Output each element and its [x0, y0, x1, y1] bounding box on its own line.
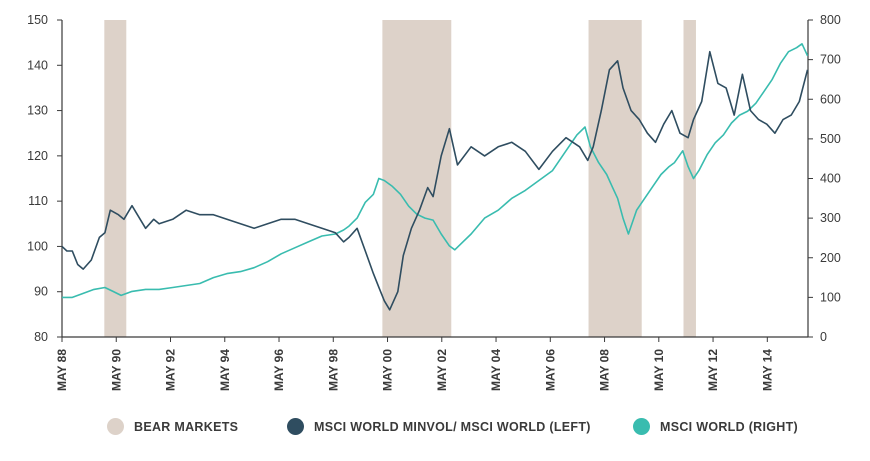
left-tick-label-100: 100 [27, 239, 48, 253]
axes [57, 19, 813, 342]
left-tick-label-150: 150 [27, 13, 48, 27]
bear-market-band-3 [683, 20, 696, 337]
bear-market-band-1 [382, 20, 452, 337]
left-tick-label-80: 80 [34, 330, 48, 344]
right-tick-label-200: 200 [820, 251, 841, 265]
chart-area: 80 90 100 110 120 130 140 150 0 100 200 300 400 500 60… [27, 13, 841, 391]
legend-label-msci-world: MSCI WORLD (RIGHT) [660, 419, 799, 434]
left-tick-label-90: 90 [34, 285, 48, 299]
left-tick-label-110: 110 [28, 194, 48, 208]
msci-world-swatch [633, 418, 650, 435]
right-tick-label-500: 500 [820, 132, 841, 146]
x-tick-label-10: MAY 08 [598, 349, 612, 391]
bear-markets-swatch [107, 418, 124, 435]
right-tick-label-100: 100 [820, 290, 841, 304]
left-tick-label-120: 120 [27, 149, 48, 163]
legend-item-bear-markets: BEAR MARKETS [107, 418, 238, 435]
x-tick-label-9: MAY 06 [543, 349, 557, 391]
right-tick-label-300: 300 [820, 211, 841, 225]
x-tick-label-1: MAY 90 [109, 349, 123, 391]
minvol-swatch [287, 418, 304, 435]
tick-labels: 80 90 100 110 120 130 140 150 0 100 200 300 400 500 60… [27, 13, 841, 391]
x-tick-label-4: MAY 96 [272, 349, 286, 391]
x-tick-label-7: MAY 02 [435, 349, 449, 391]
legend: BEAR MARKETS MSCI WORLD MINVOL/ MSCI WOR… [0, 418, 870, 448]
msci-world-line [62, 42, 809, 299]
left-tick-label-140: 140 [27, 58, 48, 72]
legend-label-minvol: MSCI WORLD MINVOL/ MSCI WORLD (LEFT) [314, 419, 591, 434]
x-tick-label-5: MAY 98 [326, 349, 340, 391]
right-tick-label-400: 400 [820, 172, 841, 186]
bear-market-band-0 [104, 20, 127, 337]
x-tick-label-0: MAY 88 [55, 349, 69, 391]
x-tick-label-13: MAY 14 [760, 349, 774, 391]
x-tick-label-6: MAY 00 [381, 349, 395, 391]
series-lines [61, 42, 809, 311]
left-tick-label-130: 130 [27, 104, 48, 118]
legend-item-minvol: MSCI WORLD MINVOL/ MSCI WORLD (LEFT) [287, 418, 591, 435]
x-tick-label-12: MAY 12 [706, 349, 720, 391]
x-tick-label-11: MAY 10 [652, 349, 666, 391]
minvol-line [61, 50, 809, 311]
legend-item-msci-world: MSCI WORLD (RIGHT) [633, 418, 798, 435]
right-tick-label-600: 600 [820, 92, 841, 106]
right-tick-label-700: 700 [820, 53, 841, 67]
x-tick-label-3: MAY 94 [218, 349, 232, 391]
x-tick-label-8: MAY 04 [489, 349, 503, 391]
bear-market-band-2 [588, 20, 642, 337]
bear-market-bands [104, 20, 696, 337]
legend-label-bear-markets: BEAR MARKETS [134, 419, 239, 434]
x-tick-label-2: MAY 92 [164, 349, 178, 391]
right-tick-label-0: 0 [820, 330, 827, 344]
right-tick-label-800: 800 [820, 13, 841, 27]
